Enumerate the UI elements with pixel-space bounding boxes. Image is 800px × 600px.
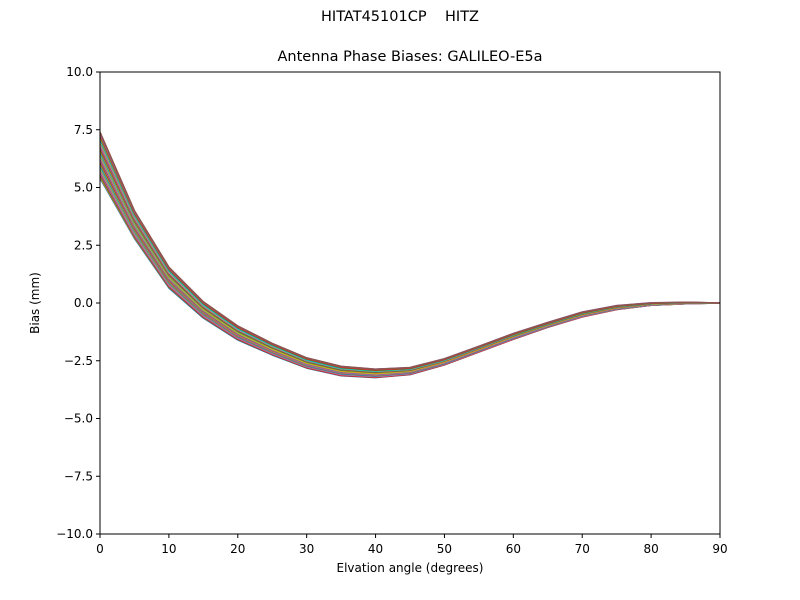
bias-curve [99,140,721,372]
y-tick-label: −5.0 [64,412,93,426]
bias-curve [99,159,721,376]
bias-curve [99,162,721,376]
bias-curve [99,133,721,370]
bias-curve [99,139,721,372]
x-tick-label: 60 [506,542,521,556]
chart-title: Antenna Phase Biases: GALILEO-E5a [277,49,543,65]
bias-curve [99,148,721,374]
data-lines [99,131,721,379]
x-tick-label: 70 [575,542,590,556]
x-tick-label: 80 [643,542,658,556]
x-axis-ticks: 0 10 20 30 40 50 60 70 80 90 [96,534,728,556]
bias-curve [99,160,721,376]
y-tick-label: −2.5 [64,354,93,368]
bias-curve [99,167,721,377]
x-axis-label: Elvation angle (degrees) [336,561,484,575]
y-tick-label: −7.5 [64,469,93,483]
bias-curve [99,163,721,376]
bias-curve [99,144,721,373]
bias-curve [99,138,721,371]
y-tick-label: −10.0 [56,527,93,541]
x-tick-label: 10 [161,542,176,556]
bias-curve [99,143,721,373]
bias-curve [99,142,721,372]
y-tick-label: 0.0 [74,296,93,310]
bias-curve [99,155,721,375]
bias-curve [99,169,721,378]
bias-curve [99,177,721,379]
x-tick-label: 0 [96,542,104,556]
bias-curve [99,136,721,371]
bias-curve [99,135,721,372]
bias-curve [99,166,721,377]
y-tick-label: 2.5 [74,238,93,252]
x-tick-label: 50 [437,542,452,556]
bias-curve [99,176,721,378]
bias-curve [99,146,721,373]
bias-curve [99,151,721,374]
x-tick-label: 90 [712,542,727,556]
y-axis-label: Bias (mm) [28,272,42,334]
bias-curve [99,173,721,379]
bias-curve [99,131,721,370]
y-axis-ticks: −10.0 −7.5 −5.0 −2.5 0.0 2.5 5.0 7.5 10.0 [56,65,100,541]
figure-suptitle: HITAT45101CP HITZ [321,9,479,25]
bias-curve [99,154,721,375]
x-tick-label: 20 [230,542,245,556]
bias-curve [99,156,721,375]
bias-curve [99,171,721,377]
bias-curve [99,172,721,378]
y-tick-label: 7.5 [74,123,93,137]
bias-curve [99,164,721,377]
x-tick-label: 30 [299,542,314,556]
bias-curve [99,168,721,377]
y-tick-label: 10.0 [66,65,93,79]
bias-curve [99,152,721,374]
y-tick-label: 5.0 [74,181,93,195]
bias-curve [99,158,720,375]
bias-curve [99,147,721,373]
x-tick-label: 40 [368,542,383,556]
bias-curve [99,134,721,371]
bias-curve [99,150,720,374]
bias-curve [99,175,721,378]
